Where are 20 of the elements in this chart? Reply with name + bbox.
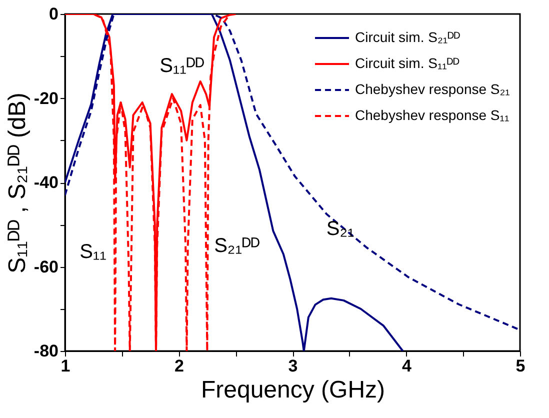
x-tick-label: 3 [288,356,298,376]
legend-label: Chebyshev response S₂₁ [355,81,510,97]
y-tick-label: 0 [49,4,58,24]
annotation: S₂₁ [326,218,354,240]
annotation: S₂₁ᴰᴰ [214,235,260,257]
y-tick-label: -40 [34,173,58,192]
x-axis-title: Frequency (GHz) [200,376,386,404]
legend-label: Chebyshev response S₁₁ [355,107,510,123]
annotation: S₁₁ [80,241,107,263]
legend-label: Circuit sim. S₂₁ᴰᴰ [355,29,460,45]
annotation: S₁₁ᴰᴰ [160,55,204,77]
x-tick-label: 2 [174,356,184,376]
legend-label: Circuit sim. S₁₁ᴰᴰ [355,55,460,71]
x-tick-label: 5 [516,356,526,376]
y-tick-label: -80 [34,342,58,360]
y-axis-title: S₁₁ᴰᴰ , S₂₁ᴰᴰ (dB) [4,92,31,274]
x-tick-label: 4 [402,356,412,376]
x-tick-label: 1 [60,356,70,376]
y-tick-label: -60 [34,257,58,276]
y-tick-label: -20 [34,88,58,108]
